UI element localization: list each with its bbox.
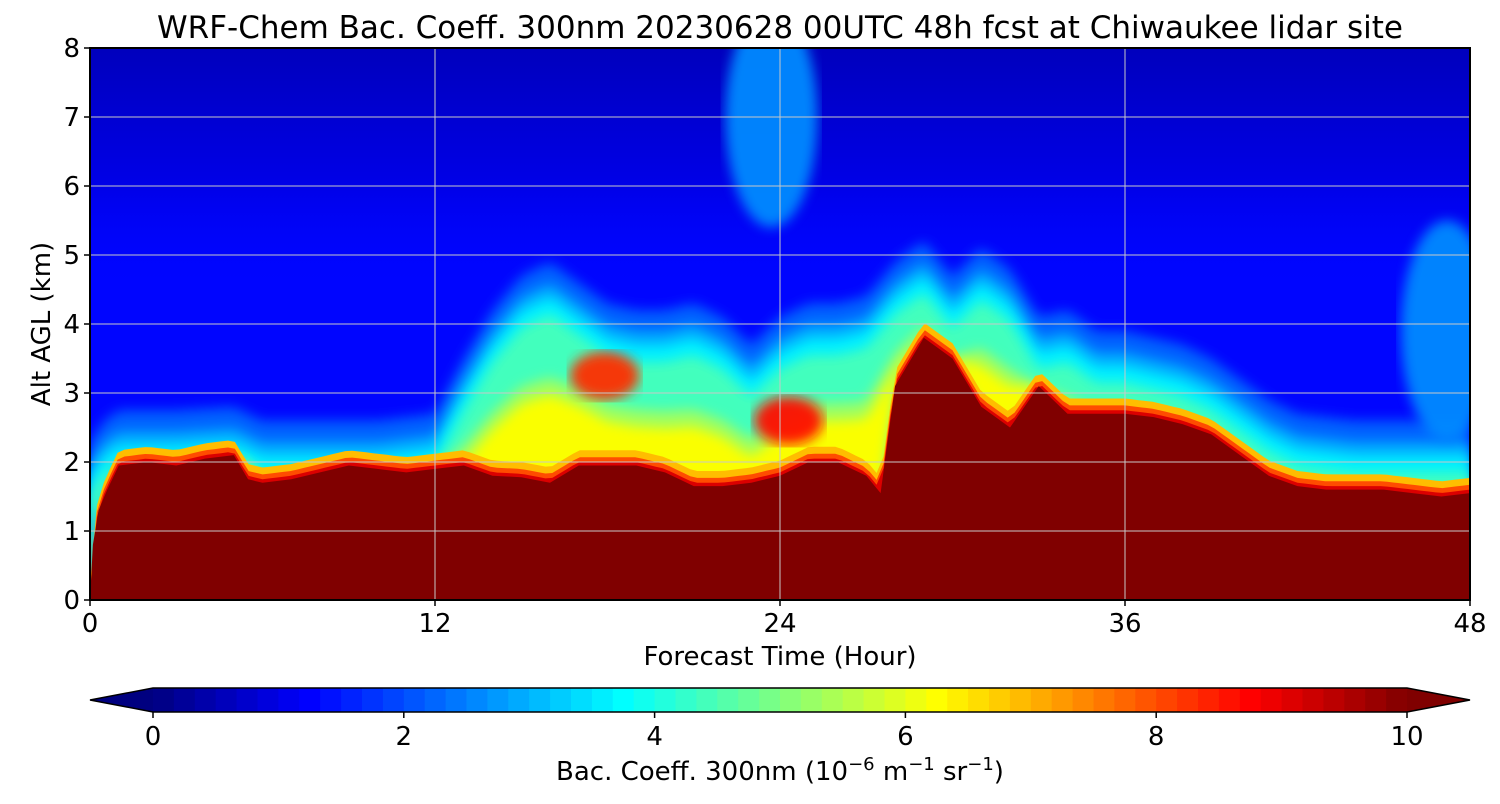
colorbar-segment <box>278 688 300 712</box>
colorbar-segment <box>738 688 760 712</box>
colorbar-segment <box>362 688 384 712</box>
colorbar-segment <box>1386 688 1408 712</box>
colorbar-segment <box>341 688 363 712</box>
x-tick-label: 12 <box>418 609 451 639</box>
y-tick-label: 1 <box>63 517 80 547</box>
colorbar-tick-label: 2 <box>396 722 413 752</box>
colorbar-segment <box>1260 688 1283 712</box>
y-axis: 0 1 2 3 4 5 6 7 8 <box>63 34 90 616</box>
colorbar-segment <box>1156 688 1178 712</box>
x-tick-label: 36 <box>1108 609 1141 639</box>
colorbar-segment <box>1239 688 1262 712</box>
colorbar-segment <box>529 688 551 712</box>
colorbar-segment <box>759 688 781 712</box>
colorbar-segment <box>1051 688 1074 712</box>
colorbar-segment <box>550 688 572 712</box>
colorbar-segment <box>215 688 238 712</box>
y-tick-label: 0 <box>63 586 80 616</box>
colorbar-segment <box>299 688 321 712</box>
colorbar-tick-label: 8 <box>1148 722 1165 752</box>
y-tick-label: 3 <box>63 379 80 409</box>
colorbar-segment <box>382 688 405 712</box>
chart-title: WRF-Chem Bac. Coeff. 300nm 20230628 00UT… <box>157 10 1403 46</box>
colorbar-segment <box>905 688 927 712</box>
colorbar-segment <box>1365 688 1387 712</box>
y-tick-label: 8 <box>63 34 80 64</box>
y-tick-label: 2 <box>63 448 80 478</box>
colorbar-segment <box>1198 688 1220 712</box>
colorbar-segment <box>863 688 886 712</box>
colorbar-segment <box>173 688 196 712</box>
colorbar-segment <box>612 688 635 712</box>
colorbar-segment <box>194 688 217 712</box>
plot-area <box>90 48 1470 600</box>
colorbar-segment <box>884 688 906 712</box>
colorbar-segment <box>591 688 614 712</box>
colorbar-segment <box>821 688 844 712</box>
colorbar-segment <box>1030 688 1053 712</box>
colorbar-segment <box>508 688 530 712</box>
colorbar-tick-label: 0 <box>145 722 162 752</box>
colorbar-segment <box>968 688 990 712</box>
colorbar-tick-label: 10 <box>1390 722 1423 752</box>
colorbar-segment <box>1281 688 1304 712</box>
colorbar-extend-high <box>1407 688 1470 712</box>
colorbar-segment <box>466 688 488 712</box>
colorbar-extend-low <box>90 688 153 712</box>
colorbar-segment <box>1009 688 1032 712</box>
colorbar-label: Bac. Coeff. 300nm (10−6 m−1 sr−1) <box>556 754 1004 787</box>
heatmap-feature <box>570 351 640 400</box>
colorbar-segment <box>842 688 865 712</box>
colorbar-segment <box>236 688 259 712</box>
colorbar-segment <box>487 688 509 712</box>
colorbar-segment <box>926 688 948 712</box>
x-axis-label: Forecast Time (Hour) <box>643 642 916 672</box>
y-tick-label: 4 <box>63 310 80 340</box>
colorbar-segment <box>800 688 823 712</box>
colorbar-segment <box>1302 688 1324 712</box>
colorbar-segment <box>403 688 426 712</box>
colorbar-segment <box>780 688 802 712</box>
colorbar-segment <box>1114 688 1136 712</box>
colorbar-segment <box>675 688 697 712</box>
y-tick-label: 6 <box>63 172 80 202</box>
colorbar-segment <box>1072 688 1095 712</box>
x-tick-label: 0 <box>82 609 99 639</box>
colorbar-segment <box>1177 688 1199 712</box>
heatmap-feature <box>754 396 824 445</box>
colorbar-segment <box>1093 688 1115 712</box>
colorbar-segment <box>257 688 279 712</box>
colorbar-segment <box>989 688 1011 712</box>
y-tick-label: 7 <box>63 103 80 133</box>
colorbar-segment <box>1344 688 1366 712</box>
x-tick-label: 48 <box>1453 609 1486 639</box>
colorbar-segment <box>633 688 656 712</box>
colorbar: 0 2 4 6 8 10 <box>89 687 1471 752</box>
y-axis-label: Alt AGL (km) <box>27 242 57 406</box>
colorbar-segment <box>1218 688 1241 712</box>
colorbar-segment <box>717 688 739 712</box>
y-tick-label: 5 <box>63 241 80 271</box>
colorbar-segment <box>654 688 677 712</box>
colorbar-tick-label: 6 <box>897 722 914 752</box>
colorbar-segment <box>696 688 718 712</box>
heatmap-feature <box>1401 220 1470 442</box>
x-axis: 0 12 24 36 48 <box>82 600 1487 639</box>
heatmap-feature <box>725 48 818 228</box>
colorbar-segment <box>1323 688 1345 712</box>
colorbar-segment <box>445 688 468 712</box>
colorbar-segment <box>947 688 969 712</box>
x-tick-label: 24 <box>763 609 796 639</box>
colorbar-tick-label: 4 <box>646 722 663 752</box>
colorbar-segment <box>320 688 342 712</box>
colorbar-segment <box>571 688 593 712</box>
colorbar-segment <box>1135 688 1157 712</box>
colorbar-segment <box>424 688 447 712</box>
colorbar-segment <box>153 688 175 712</box>
